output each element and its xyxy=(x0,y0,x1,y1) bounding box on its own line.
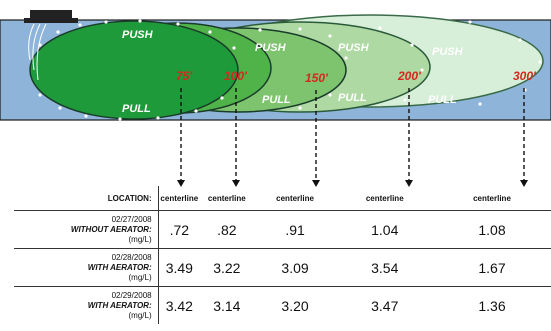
value-cell: 3.14 xyxy=(200,286,254,324)
value-cell: 1.36 xyxy=(433,286,551,324)
distance-75: 75' xyxy=(176,69,193,83)
pull-label-200: PULL xyxy=(428,94,457,106)
table-row: 02/28/2008 WITH AERATOR: (mg/L) 3.49 3.2… xyxy=(14,248,551,287)
dashed-arrows xyxy=(180,88,525,180)
arrow-heads xyxy=(177,180,528,187)
value-cell: .82 xyxy=(200,210,254,249)
oxygen-table: LOCATION: centerline centerline centerli… xyxy=(14,186,551,324)
value-cell: 3.49 xyxy=(157,248,201,287)
pull-label-75: PULL xyxy=(122,103,151,115)
push-label-200: PUSH xyxy=(432,46,464,58)
value-cell: 3.22 xyxy=(200,248,254,287)
centerline-200: centerline xyxy=(365,193,404,203)
oxygen-zone-diagram: PUSH PUSH PUSH PUSH PULL PULL PULL PULL … xyxy=(0,10,551,187)
table-row: 02/27/2008 WITHOUT AERATOR: (mg/L) .72 .… xyxy=(14,210,551,249)
value-cell: 3.42 xyxy=(157,286,201,324)
value-cell: 1.04 xyxy=(336,210,433,249)
row-condition: WITH AERATOR: xyxy=(87,262,152,272)
value-cell: 1.67 xyxy=(433,248,551,287)
distance-200: 200' xyxy=(397,69,422,83)
row-date: 02/27/2008 xyxy=(111,214,152,224)
row-unit: (mg/L) xyxy=(128,234,152,244)
centerline-300: centerline xyxy=(473,193,511,203)
value-cell: 3.54 xyxy=(336,248,433,287)
row-label: 02/29/2008 WITH AERATOR: (mg/L) xyxy=(14,286,159,324)
row-date: 02/29/2008 xyxy=(111,290,152,300)
aerator-lines xyxy=(28,23,47,81)
row-condition: WITHOUT AERATOR: xyxy=(70,224,152,234)
push-label-150: PUSH xyxy=(338,42,370,54)
push-label-100: PUSH xyxy=(255,42,287,54)
value-cell: .91 xyxy=(253,210,337,249)
row-unit: (mg/L) xyxy=(128,310,152,320)
pull-label-100: PULL xyxy=(262,94,291,106)
value-cell: 3.09 xyxy=(253,248,337,287)
row-unit: (mg/L) xyxy=(128,272,152,282)
value-cell: 1.08 xyxy=(433,210,551,249)
row-label: 02/27/2008 WITHOUT AERATOR: (mg/L) xyxy=(14,210,159,249)
zone-75 xyxy=(29,20,239,120)
value-cell: .72 xyxy=(157,210,201,249)
location-label: LOCATION: xyxy=(107,193,152,203)
row-label: 02/28/2008 WITH AERATOR: (mg/L) xyxy=(14,248,159,287)
table-header-row: LOCATION: centerline centerline centerli… xyxy=(14,186,551,211)
push-label-75: PUSH xyxy=(122,29,154,41)
distance-300: 300' xyxy=(513,69,537,83)
table-row: 02/29/2008 WITH AERATOR: (mg/L) 3.42 3.1… xyxy=(14,286,551,324)
pull-label-150: PULL xyxy=(338,92,367,104)
centerline-100: centerline xyxy=(207,193,246,203)
centerline-150: centerline xyxy=(276,193,314,203)
value-cell: 3.47 xyxy=(336,286,433,324)
row-date: 02/28/2008 xyxy=(111,252,152,262)
aerator-base xyxy=(24,18,78,23)
row-condition: WITH AERATOR: xyxy=(87,300,152,310)
distance-150: 150' xyxy=(305,71,329,85)
zone-75-ellipse xyxy=(29,20,239,120)
value-cell: 3.20 xyxy=(253,286,337,324)
distance-100: 100' xyxy=(224,69,248,83)
centerline-75: centerline xyxy=(157,186,201,211)
